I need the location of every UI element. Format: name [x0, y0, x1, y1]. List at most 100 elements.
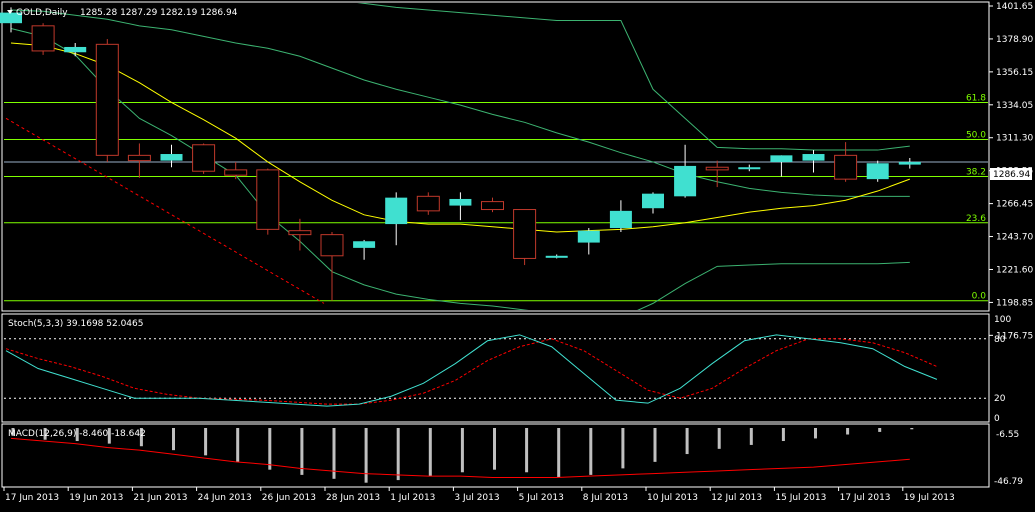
price-panel-frame	[1, 1, 990, 312]
macd-histogram-bar	[460, 428, 464, 473]
candle-body-bull	[449, 198, 472, 206]
stoch-panel	[4, 334, 988, 407]
candle-body-bull	[674, 165, 697, 197]
x-tick-label: 19 Jun 2013	[69, 493, 123, 503]
stoch-header: Stoch(5,3,3) 39.1698 52.0465	[8, 319, 143, 329]
macd-header: MACD(12,26,9) -8.460 -18.642	[8, 429, 146, 439]
candle-body-bear	[95, 43, 119, 156]
stoch-panel-frame	[1, 313, 990, 423]
fib-level-label: 23.6	[966, 214, 986, 224]
macd-histogram-bar	[268, 428, 272, 470]
candle	[834, 142, 858, 182]
chart-menu-triangle-icon[interactable]	[7, 10, 13, 14]
macd-histogram-bar	[396, 428, 400, 481]
x-tick-label: 12 Jul 2013	[711, 493, 762, 503]
macd-histogram-bar	[236, 428, 240, 462]
candle	[160, 144, 183, 168]
axes-layer: 1401.651378.901356.151334.051311.301288.…	[3, 2, 1033, 503]
candle-body-bear	[288, 230, 312, 236]
candle-body-bear	[320, 234, 344, 257]
candle	[64, 43, 87, 57]
x-tick-label: 8 Jul 2013	[583, 493, 628, 503]
stoch-y-tick-label: 80	[994, 335, 1006, 345]
candle-body-bear	[224, 169, 248, 176]
candle	[705, 160, 729, 188]
candle-body-bear	[31, 25, 55, 52]
macd-histogram-bar	[910, 428, 914, 430]
candle	[192, 143, 216, 174]
price-y-tick-label: 1221.60	[996, 265, 1033, 275]
x-tick-label: 1 Jul 2013	[390, 493, 435, 503]
stoch-y-tick-label: 0	[994, 414, 1000, 424]
candle	[224, 161, 248, 180]
candle	[353, 239, 376, 260]
candle	[320, 232, 344, 301]
candle-body-bull	[385, 197, 408, 225]
candle	[95, 39, 119, 162]
candle	[31, 23, 55, 55]
candle-body-bull	[0, 12, 22, 24]
candle	[385, 192, 408, 246]
stoch-y-tick-label: 20	[994, 394, 1006, 404]
macd-y-tick-label: -46.79	[994, 477, 1023, 487]
candle	[642, 192, 664, 214]
candle	[866, 160, 889, 182]
candle	[674, 144, 697, 198]
fib-level-label: 0.0	[972, 292, 987, 302]
x-tick-label: 26 Jun 2013	[262, 493, 316, 503]
candle-body-bull	[353, 241, 376, 248]
price-y-tick-label: 1356.15	[996, 68, 1033, 78]
macd-histogram-bar	[781, 428, 785, 442]
x-tick-label: 15 Jul 2013	[775, 493, 826, 503]
candle	[545, 254, 568, 259]
current-price-label: 1286.94	[993, 170, 1030, 180]
price-y-tick-label: 1198.85	[996, 298, 1033, 308]
candle-body-bear	[256, 169, 280, 230]
price-y-tick-label: 1311.30	[996, 134, 1033, 144]
candle	[449, 192, 472, 221]
trendline-dashed	[5, 117, 325, 304]
macd-histogram-bar	[493, 428, 496, 470]
price-y-tick-label: 1266.45	[996, 200, 1033, 210]
x-tick-label: 19 Jul 2013	[904, 493, 955, 503]
candle-body-bull	[609, 210, 632, 229]
x-tick-label: 17 Jun 2013	[5, 493, 59, 503]
macd-histogram-bar	[814, 428, 817, 439]
candle-body-bull	[160, 154, 183, 161]
candle-body-bull	[898, 161, 921, 165]
candle-body-bear	[705, 166, 729, 171]
candle-body-bull	[642, 193, 664, 209]
bollinger-outer-line	[357, 3, 910, 151]
candle-body-bull	[64, 46, 87, 53]
candle	[256, 168, 280, 235]
price-y-tick-label: 1334.05	[996, 101, 1033, 111]
macd-histogram-bar	[589, 428, 593, 475]
macd-histogram-bar	[878, 428, 882, 432]
candle-body-bull	[577, 230, 600, 243]
candle	[127, 143, 151, 178]
macd-histogram-bar	[11, 428, 15, 436]
candle	[513, 209, 537, 266]
candle-body-bull	[738, 167, 761, 170]
macd-histogram-bar	[139, 428, 143, 447]
x-tick-label: 21 Jun 2013	[133, 493, 187, 503]
candle	[577, 228, 600, 255]
macd-histogram-bar	[332, 428, 336, 479]
x-tick-label: 5 Jul 2013	[519, 493, 564, 503]
candle	[738, 164, 761, 172]
candle-body-bull	[770, 155, 793, 162]
macd-histogram-bar	[653, 428, 657, 462]
macd-histogram-bar	[300, 428, 304, 475]
candle-body-bear	[481, 201, 504, 211]
symbol-label: GOLD,Daily	[16, 8, 68, 18]
macd-histogram-bar	[557, 428, 561, 478]
current-price-marker	[990, 168, 1032, 180]
fib-level-label: 38.2	[966, 167, 986, 177]
macd-y-tick-label: -6.55	[996, 430, 1019, 440]
price-y-tick-label: 1401.65	[996, 2, 1033, 12]
ohlc-label: 1285.28 1287.29 1282.19 1286.94	[80, 8, 238, 18]
x-tick-label: 3 Jul 2013	[454, 493, 499, 503]
candle-body-bear	[513, 209, 537, 259]
